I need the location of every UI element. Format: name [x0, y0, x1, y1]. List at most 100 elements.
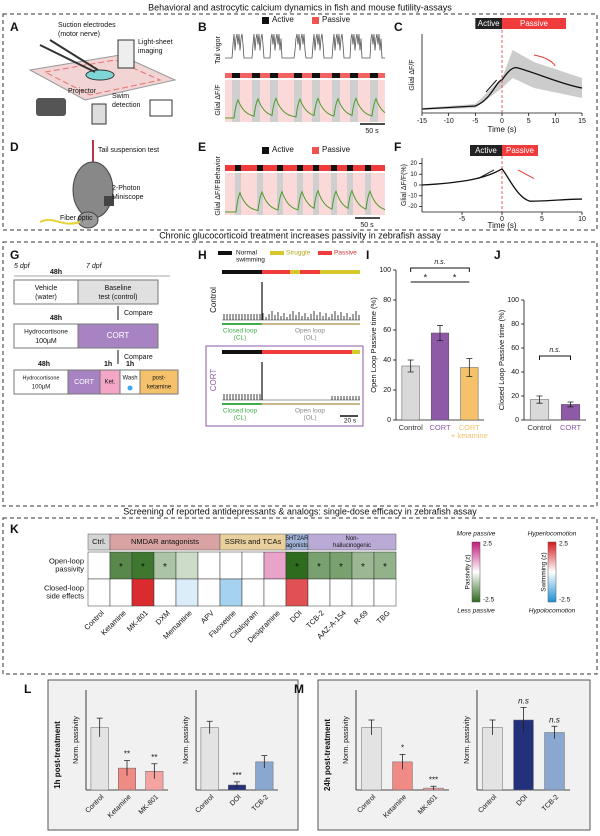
state-strip	[320, 270, 360, 274]
state-strip	[290, 270, 300, 274]
active-band	[331, 173, 337, 215]
significance: n.s	[518, 697, 529, 706]
label: (CL)	[234, 415, 247, 422]
label: Hydrocortisone	[24, 329, 68, 336]
x-tick-label: -5	[472, 118, 478, 125]
error-bar	[206, 720, 213, 734]
y-tick-label: 100	[379, 267, 391, 274]
passive-bar	[502, 18, 566, 29]
label: SSRIs and TCAs	[225, 537, 282, 546]
error-bar	[489, 719, 496, 735]
state-strip	[313, 165, 319, 171]
error-bar	[536, 395, 543, 404]
label: n.s.	[549, 347, 560, 354]
panel-letter: J	[494, 248, 501, 262]
state-strip	[312, 73, 320, 78]
y-tick-label: 80	[511, 321, 519, 328]
label: 48h	[50, 269, 62, 276]
significance: *	[339, 562, 343, 573]
mouse-illustration	[39, 140, 114, 229]
state-strip	[252, 73, 260, 78]
label: 100µM	[35, 338, 57, 345]
bar	[544, 732, 565, 791]
significance: **	[124, 750, 130, 759]
error-bar	[234, 781, 240, 789]
y-tick-label: 100	[507, 297, 519, 304]
significance: *	[401, 743, 404, 752]
label: Ctrl.	[92, 537, 106, 546]
label: CORT	[74, 379, 94, 386]
label: Open loop	[295, 408, 325, 415]
label: Passive	[322, 145, 351, 154]
significance: ***	[429, 775, 438, 784]
label: CORT	[107, 331, 130, 340]
label: Compare	[124, 354, 153, 361]
cort-frame	[205, 345, 364, 427]
x-tick-label: -5	[459, 216, 465, 223]
label: 24h post-treatment	[323, 719, 332, 791]
label: test (control)	[99, 294, 138, 301]
bar	[361, 727, 382, 791]
passive-bar	[502, 145, 538, 156]
label: Glial ΔF/F(%)	[401, 164, 408, 206]
significance: **	[151, 753, 157, 762]
box	[77, 323, 159, 349]
label: Closed loop	[223, 408, 258, 415]
y-tick-label: -20	[408, 204, 417, 210]
label: Control	[209, 287, 218, 313]
label: (motor nerve)	[58, 31, 100, 38]
label: Ket.	[105, 380, 116, 386]
label: Glial ΔF/F	[409, 59, 416, 90]
label: + ketamine	[451, 431, 488, 440]
significance: *	[141, 562, 145, 573]
label: Miniscope	[112, 194, 144, 201]
error-bar	[124, 760, 130, 776]
drug-label: DOI	[288, 608, 304, 624]
heat-cell	[197, 578, 221, 607]
label: Struggle	[286, 250, 311, 257]
heat-cell	[153, 578, 177, 607]
y-tick-label: 0	[414, 183, 418, 189]
label: Non-	[345, 536, 358, 542]
y-tick-label: 60	[383, 327, 391, 334]
label: 5 dpf	[14, 263, 31, 270]
legend-swatch	[262, 147, 269, 154]
x-tick-label: -15	[417, 118, 427, 125]
arrow	[485, 79, 498, 93]
panel-letter: L	[24, 682, 31, 696]
mean-curve	[421, 66, 583, 110]
legend-swatch	[312, 17, 319, 24]
significance: ***	[232, 771, 241, 780]
panel-letter: C	[394, 20, 403, 34]
legend-swatch	[218, 251, 232, 255]
bracket	[539, 355, 571, 360]
active-bar	[470, 145, 502, 156]
label: CORT	[209, 369, 218, 392]
label: Open-loop	[49, 556, 84, 565]
active-band	[277, 173, 283, 215]
label: 2.5	[483, 541, 492, 548]
panel-letter: F	[394, 140, 401, 154]
state-strip	[350, 73, 358, 78]
rig-illustration	[28, 39, 177, 125]
drug-label: R-69	[352, 608, 370, 626]
label: (OL)	[304, 415, 317, 422]
error-bar	[551, 725, 558, 739]
label: 50 s	[360, 222, 374, 229]
label: Glial ΔF/F	[215, 84, 222, 115]
error-bar	[96, 717, 103, 737]
label: Tail vigor	[215, 36, 222, 64]
label: Swim	[112, 93, 129, 100]
heat-cell	[87, 578, 111, 607]
label: Hypolocomotion	[529, 608, 576, 615]
heat-cell	[109, 578, 133, 607]
label: Time (s)	[487, 125, 516, 134]
label: (water)	[35, 294, 57, 301]
significance: *	[163, 562, 167, 573]
label: detection	[112, 102, 141, 109]
label: Closed Loop Passive time (%)	[497, 309, 506, 410]
state-strip	[370, 73, 378, 78]
x-tick-label: 0	[500, 216, 504, 223]
label: Active	[272, 15, 294, 24]
